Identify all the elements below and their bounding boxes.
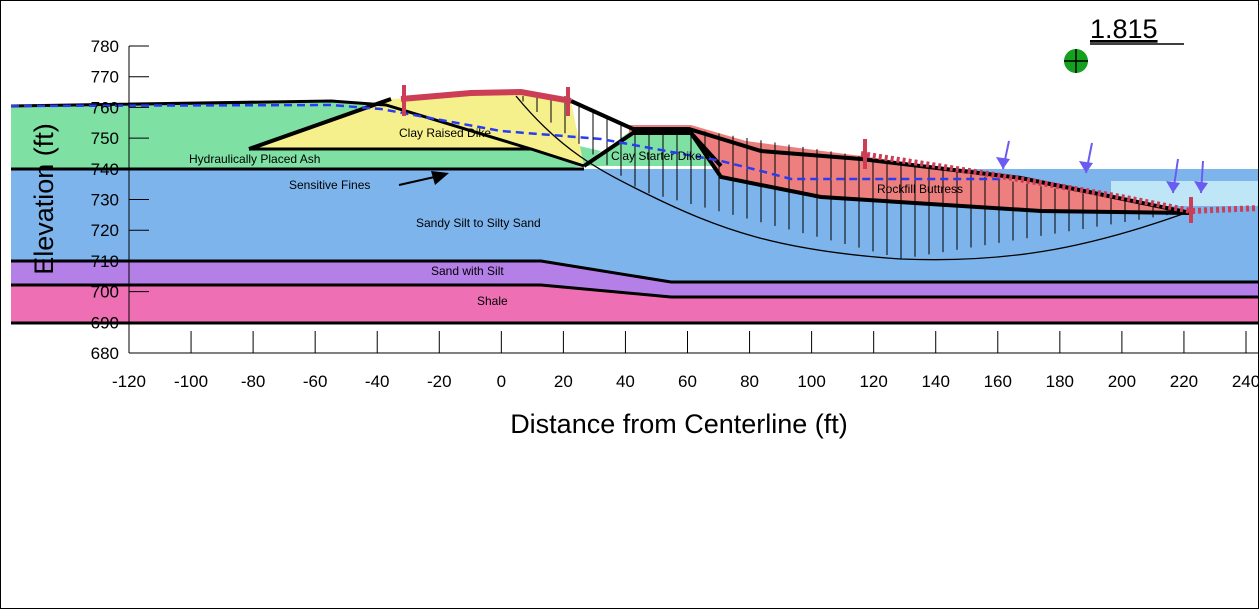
y-tick-label: 750	[91, 129, 119, 148]
x-tick-label: 120	[859, 372, 887, 391]
x-tick-label: -80	[241, 372, 266, 391]
y-tick-label: 740	[91, 160, 119, 179]
trial-surface-line	[400, 88, 572, 104]
sand-with-silt-layer	[11, 261, 1258, 297]
y-axis-ticks: 780 770 760 750 740 730 720 710 700 690 680	[91, 37, 149, 363]
slip-surface-slices	[522, 96, 1182, 259]
load-arrow-head	[1166, 181, 1180, 193]
x-tick-label: 60	[678, 372, 697, 391]
load-arrow-head	[1079, 161, 1093, 173]
x-tick-label: -60	[303, 372, 328, 391]
x-tick-label: 40	[616, 372, 635, 391]
x-tick-label: 200	[1108, 372, 1136, 391]
center-of-rotation-icon	[1064, 49, 1088, 73]
x-tick-label: 80	[740, 372, 759, 391]
slip-surface-base	[515, 95, 1192, 261]
x-tick-label: -20	[427, 372, 452, 391]
label-sandy-silt: Sandy Silt to Silty Sand	[416, 216, 541, 230]
x-tick-label: 160	[984, 372, 1012, 391]
x-tick-label: 140	[922, 372, 950, 391]
y-tick-label: 700	[91, 283, 119, 302]
label-clay-raised-dike: Clay Raised Dike	[399, 126, 491, 140]
x-axis-title: Distance from Centerline (ft)	[510, 409, 848, 439]
x-tick-label: 0	[497, 372, 506, 391]
x-tick-label: 100	[797, 372, 825, 391]
y-tick-label: 730	[91, 191, 119, 210]
label-hydraulically-placed-ash: Hydraulically Placed Ash	[189, 152, 320, 166]
y-tick-label: 710	[91, 252, 119, 271]
y-tick-label: 680	[91, 344, 119, 363]
label-sand-with-silt: Sand with Silt	[431, 264, 504, 278]
slip-markers	[402, 85, 1193, 223]
load-arrow-head	[996, 157, 1010, 169]
rockfill-buttress	[629, 125, 1191, 213]
sensitive-fines-pointer	[398, 171, 449, 186]
load-arrow-head	[1194, 181, 1208, 193]
phreatic-line	[10, 103, 1001, 181]
x-tick-label: -100	[174, 372, 208, 391]
y-tick-label: 770	[91, 68, 119, 87]
y-tick-label: 720	[91, 221, 119, 240]
y-tick-label: 690	[91, 313, 119, 332]
x-tick-label: 240	[1232, 372, 1259, 391]
label-sensitive-fines: Sensitive Fines	[289, 178, 370, 192]
y-tick-label: 780	[91, 37, 119, 56]
shale-layer	[11, 285, 1258, 323]
x-tick-label: -120	[112, 372, 146, 391]
factor-of-safety-label: 1.815	[1090, 14, 1158, 44]
y-tick-label: 760	[91, 98, 119, 117]
label-clay-starter-dike: Clay Starter Dike	[611, 149, 702, 163]
x-tick-label: 20	[554, 372, 573, 391]
x-tick-label: 180	[1046, 372, 1074, 391]
x-tick-label: 220	[1170, 372, 1198, 391]
material-boundaries	[10, 97, 1258, 325]
surcharge-load-arrows	[996, 140, 1208, 194]
x-axis-ticks: -120 -100 -80 -60 -40 -20 0 20 40 60 80 100 120 140 16…	[112, 331, 1259, 391]
label-shale: Shale	[477, 294, 508, 308]
label-rockfill-buttress: Rockfill Buttress	[877, 182, 963, 196]
y-axis-title: Elevation (ft)	[29, 123, 59, 275]
x-tick-label: -40	[365, 372, 390, 391]
